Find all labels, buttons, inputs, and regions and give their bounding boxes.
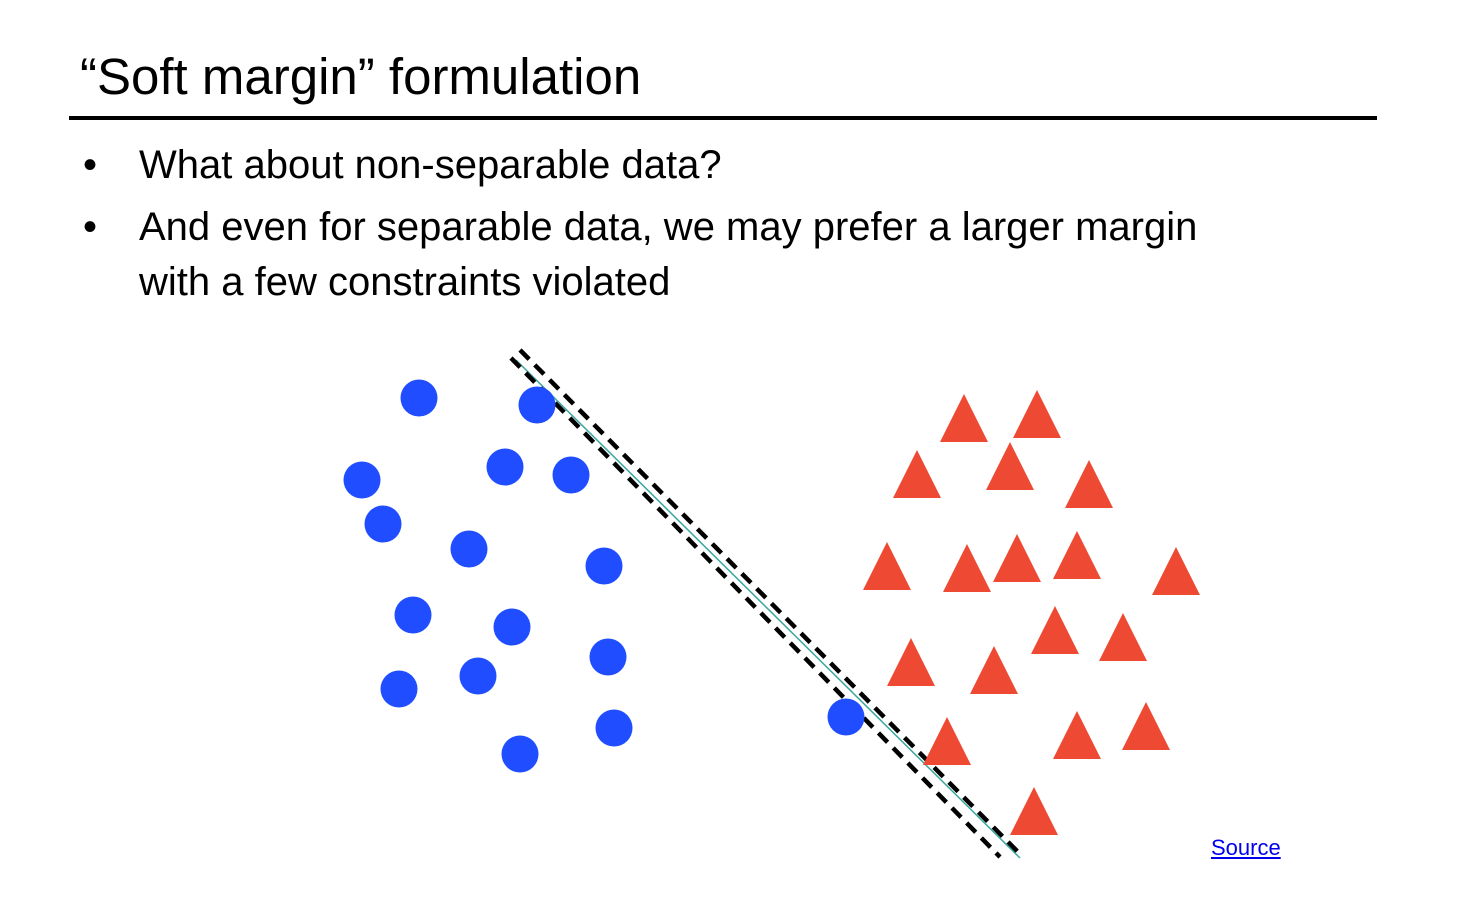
margin-line-lower xyxy=(509,356,1002,859)
triangle-point xyxy=(887,638,935,686)
triangle-point xyxy=(986,442,1034,490)
slide-title: “Soft margin” formulation xyxy=(80,48,642,105)
margin-lines xyxy=(509,348,1023,859)
triangle-point xyxy=(1013,390,1061,438)
triangle-point xyxy=(1031,606,1079,654)
triangle-point xyxy=(1010,787,1058,835)
circle-point xyxy=(400,379,438,417)
triangle-point xyxy=(970,646,1018,694)
bullet-text-2-line-1: And even for separable data, we may pref… xyxy=(139,205,1198,249)
bullet-text-1: What about non-separable data? xyxy=(139,143,722,187)
title-divider xyxy=(69,116,1377,120)
circle-class-points xyxy=(343,379,865,773)
decision-boundary-line xyxy=(515,359,1021,859)
circle-point xyxy=(380,670,418,708)
circle-point xyxy=(595,709,633,747)
circle-point xyxy=(518,386,556,424)
circle-point xyxy=(343,461,381,499)
source-link[interactable]: Source xyxy=(1211,835,1281,860)
circle-point xyxy=(827,698,865,736)
circle-point xyxy=(364,505,402,543)
circle-point xyxy=(493,608,531,646)
circle-point xyxy=(589,638,627,676)
triangle-point xyxy=(1099,613,1147,661)
bullet-marker: • xyxy=(83,143,98,187)
triangle-point xyxy=(1065,460,1113,508)
bullet-marker: • xyxy=(83,205,98,249)
triangle-class-points xyxy=(863,390,1200,835)
circle-point xyxy=(450,530,488,568)
triangle-point xyxy=(940,394,988,442)
circle-point xyxy=(394,596,432,634)
triangle-point xyxy=(943,544,991,592)
triangle-point xyxy=(1053,531,1101,579)
circle-point xyxy=(501,735,539,773)
triangle-point xyxy=(893,450,941,498)
circle-point xyxy=(552,456,590,494)
triangle-point xyxy=(863,542,911,590)
triangle-point xyxy=(993,534,1041,582)
bullet-text-2-line-2: with a few constraints violated xyxy=(139,260,671,304)
circle-point xyxy=(486,448,524,486)
triangle-point xyxy=(923,717,971,765)
circle-point xyxy=(459,657,497,695)
margin-line-upper xyxy=(518,348,1023,857)
triangle-point xyxy=(1122,702,1170,750)
triangle-point xyxy=(1152,547,1200,595)
circle-point xyxy=(585,547,623,585)
triangle-point xyxy=(1053,711,1101,759)
